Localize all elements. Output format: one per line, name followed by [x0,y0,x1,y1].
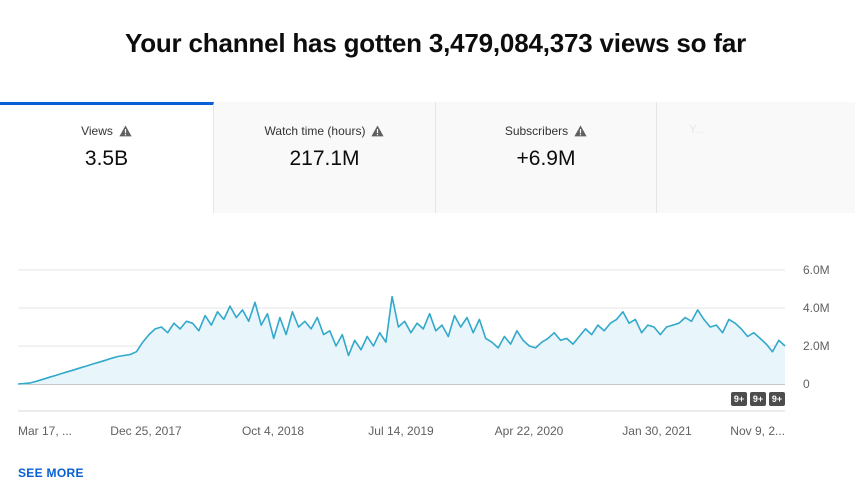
annotation-badge[interactable]: 9+ [769,392,785,406]
series-area [18,296,785,384]
tab-views[interactable]: Views 3.5B [0,102,214,213]
y-axis-labels: 6.0M 4.0M 2.0M 0 [803,263,830,391]
x-tick-label: Jul 14, 2019 [368,424,434,438]
tab-views-label-row: Views [0,124,213,138]
x-tick-label: Nov 9, 2... [730,424,785,438]
tab-subscribers-value: +6.9M [516,147,576,170]
x-axis-labels: Mar 17, ... Dec 25, 2017 Oct 4, 2018 Jul… [18,424,785,438]
annotation-badge[interactable]: 9+ [731,392,747,406]
x-tick-label: Oct 4, 2018 [242,424,304,438]
annotation-badge[interactable]: 9+ [750,392,766,406]
series-line[interactable] [17,295,786,385]
x-tick-label: Mar 17, ... [18,424,72,438]
y-tick-label: 2.0M [803,339,830,353]
page-headline: Your channel has gotten 3,479,084,373 vi… [124,28,746,58]
warning-icon[interactable] [119,125,132,137]
tab-hidden-metric[interactable]: Y... [657,102,855,213]
tab-subscribers[interactable]: Subscribers +6.9M [436,102,657,213]
views-chart: 6.0M 4.0M 2.0M 0 9+ 9+ 9+ Mar 17, ... De… [17,263,830,438]
tab-subscribers-label-row: Subscribers [436,124,656,138]
x-tick-label: Apr 22, 2020 [495,424,564,438]
tab-watch-time[interactable]: Watch time (hours) 217.1M [214,102,436,213]
annotation-badges: 9+ 9+ 9+ [731,392,785,406]
y-tick-label: 6.0M [803,263,830,277]
annotation-badge-text: 9+ [753,394,763,404]
warning-icon[interactable] [371,125,385,137]
tab-watch-time-label-row: Watch time (hours) [214,124,435,138]
tab-hidden-metric-label: Y... [689,122,706,136]
x-tick-label: Jan 30, 2021 [622,424,692,438]
y-tick-label: 4.0M [803,301,830,315]
tab-views-value: 3.5B [84,147,129,170]
warning-icon[interactable] [574,125,587,137]
annotation-badge-text: 9+ [772,394,782,404]
tab-views-label: Views [81,124,113,138]
tab-watch-time-value: 217.1M [289,147,360,170]
x-tick-label: Dec 25, 2017 [110,424,182,438]
annotation-badge-text: 9+ [734,394,744,404]
metric-tabs: Views 3.5B Watch time (hours) 217.1M Sub… [0,102,855,213]
tab-subscribers-label: Subscribers [504,124,569,138]
tab-watch-time-label: Watch time (hours) [264,124,366,138]
see-more-link[interactable]: SEE MORE [18,466,84,480]
y-tick-label: 0 [803,377,810,391]
